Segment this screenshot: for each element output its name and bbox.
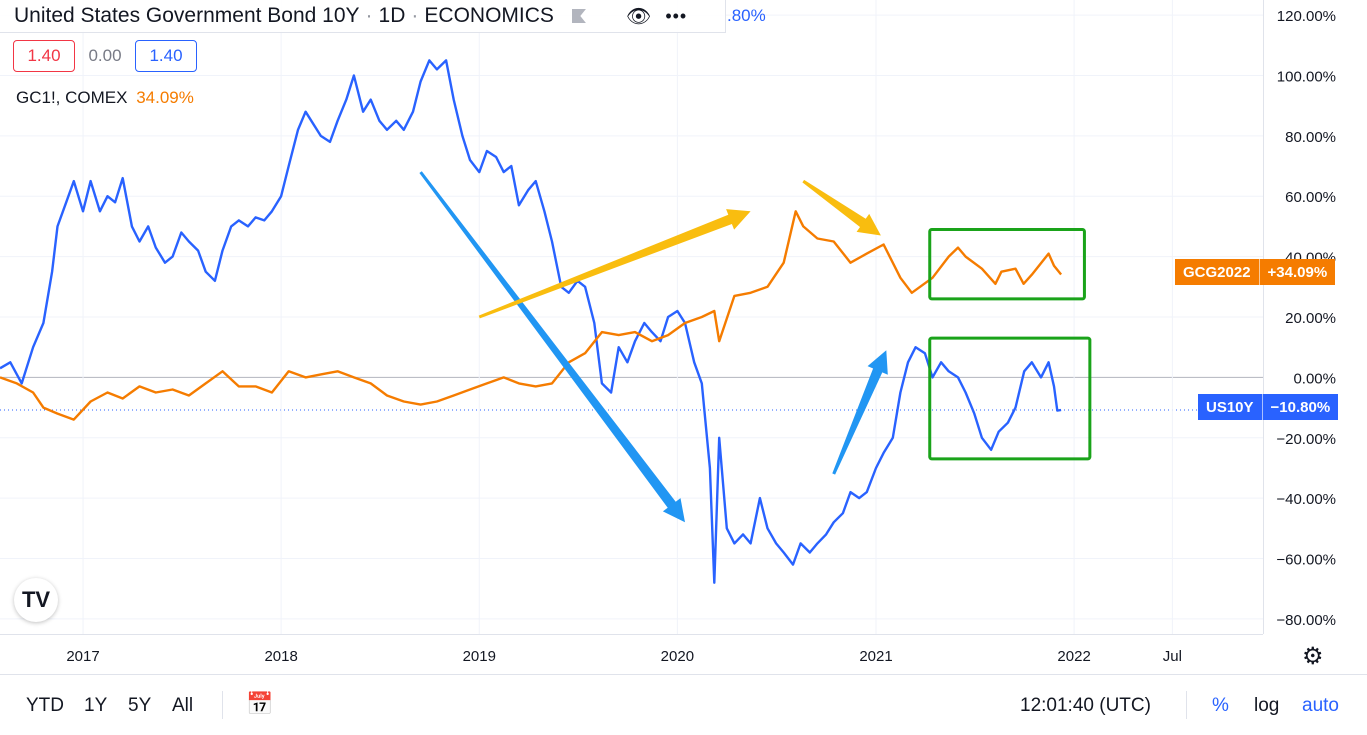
clock-time[interactable]: 12:01:40 (UTC) — [1020, 695, 1151, 716]
bond-badge-value: −10.80% — [1261, 394, 1339, 420]
toolbar-divider — [222, 691, 223, 719]
y-tick-label: −80.00% — [1276, 612, 1336, 629]
y-tick-label: 100.00% — [1277, 68, 1336, 85]
y-tick-label: −40.00% — [1276, 491, 1336, 508]
ohlc-pill-left: 1.40 — [13, 40, 75, 72]
y-tick-label: 20.00% — [1285, 310, 1336, 327]
symbol-title: United States Government Bond 10Y — [14, 4, 360, 27]
separator-dot: · — [365, 4, 373, 27]
y-tick-label: 80.00% — [1285, 129, 1336, 146]
highlight-box — [928, 227, 1086, 301]
range-ytd-button[interactable]: YTD — [26, 695, 64, 716]
settings-gear-icon[interactable]: ⚙ — [1302, 643, 1324, 670]
ohlc-pill-right: 1.40 — [135, 40, 197, 72]
bond-price-badge: US10Y −10.80% — [1198, 394, 1339, 420]
bottom-toolbar: YTD 1Y 5Y All 📅 12:01:40 (UTC) % log aut… — [0, 674, 1367, 735]
trend-arrow — [478, 209, 751, 319]
compare-symbol: GC1!, COMEX — [16, 88, 128, 107]
calendar-range-icon[interactable]: 📅 — [246, 691, 274, 716]
price-scale[interactable] — [1263, 0, 1367, 634]
x-tick-label: Jul — [1163, 648, 1182, 665]
flag-icon[interactable] — [571, 9, 586, 23]
trend-arrow — [802, 179, 881, 236]
eye-icon[interactable]: 👁 — [625, 5, 652, 28]
series-line-gcg2022 — [0, 210, 1063, 421]
x-tick-label: 2022 — [1057, 648, 1090, 665]
y-tick-label: 0.00% — [1293, 370, 1336, 387]
source-label: ECONOMICS — [424, 4, 554, 27]
highlight-box — [928, 336, 1092, 461]
symbol-legend-bar[interactable]: United States Government Bond 10Y · 1D ·… — [0, 0, 726, 33]
percent-scale-toggle[interactable]: % — [1212, 695, 1229, 716]
y-tick-label: −20.00% — [1276, 431, 1336, 448]
auto-scale-toggle[interactable]: auto — [1302, 695, 1339, 716]
toolbar-divider — [1186, 691, 1187, 719]
y-tick-label: 120.00% — [1277, 8, 1336, 25]
gold-badge-value: +34.09% — [1258, 259, 1336, 285]
more-icon[interactable]: ••• — [665, 5, 688, 26]
x-tick-label: 2021 — [859, 648, 892, 665]
x-tick-label: 2018 — [264, 648, 297, 665]
compare-series-legend[interactable]: GC1!, COMEX 34.09% — [16, 88, 194, 108]
interval-label: 1D — [378, 4, 406, 27]
trend-arrow — [419, 171, 685, 523]
trend-arrow — [832, 350, 888, 475]
tradingview-logo-icon[interactable]: TV — [14, 578, 58, 622]
y-tick-label: 60.00% — [1285, 189, 1336, 206]
partial-legend-value: .80% — [727, 6, 766, 25]
range-1y-button[interactable]: 1Y — [84, 695, 108, 716]
ohlc-pill-mid: 0.00 — [88, 46, 122, 65]
x-tick-label: 2020 — [661, 648, 694, 665]
gold-price-badge: GCG2022 +34.09% — [1175, 259, 1336, 285]
time-axis[interactable] — [0, 634, 1263, 675]
range-all-button[interactable]: All — [172, 695, 194, 716]
gold-badge-label: GCG2022 — [1175, 259, 1259, 285]
series-line-us10y — [0, 59, 1062, 584]
bond-badge-label: US10Y — [1198, 394, 1262, 420]
y-tick-label: −60.00% — [1276, 552, 1336, 569]
x-tick-label: 2019 — [463, 648, 496, 665]
log-scale-toggle[interactable]: log — [1254, 695, 1280, 716]
x-tick-label: 2017 — [66, 648, 99, 665]
range-5y-button[interactable]: 5Y — [128, 695, 152, 716]
compare-value: 34.09% — [136, 88, 194, 107]
separator-dot: · — [411, 4, 419, 27]
